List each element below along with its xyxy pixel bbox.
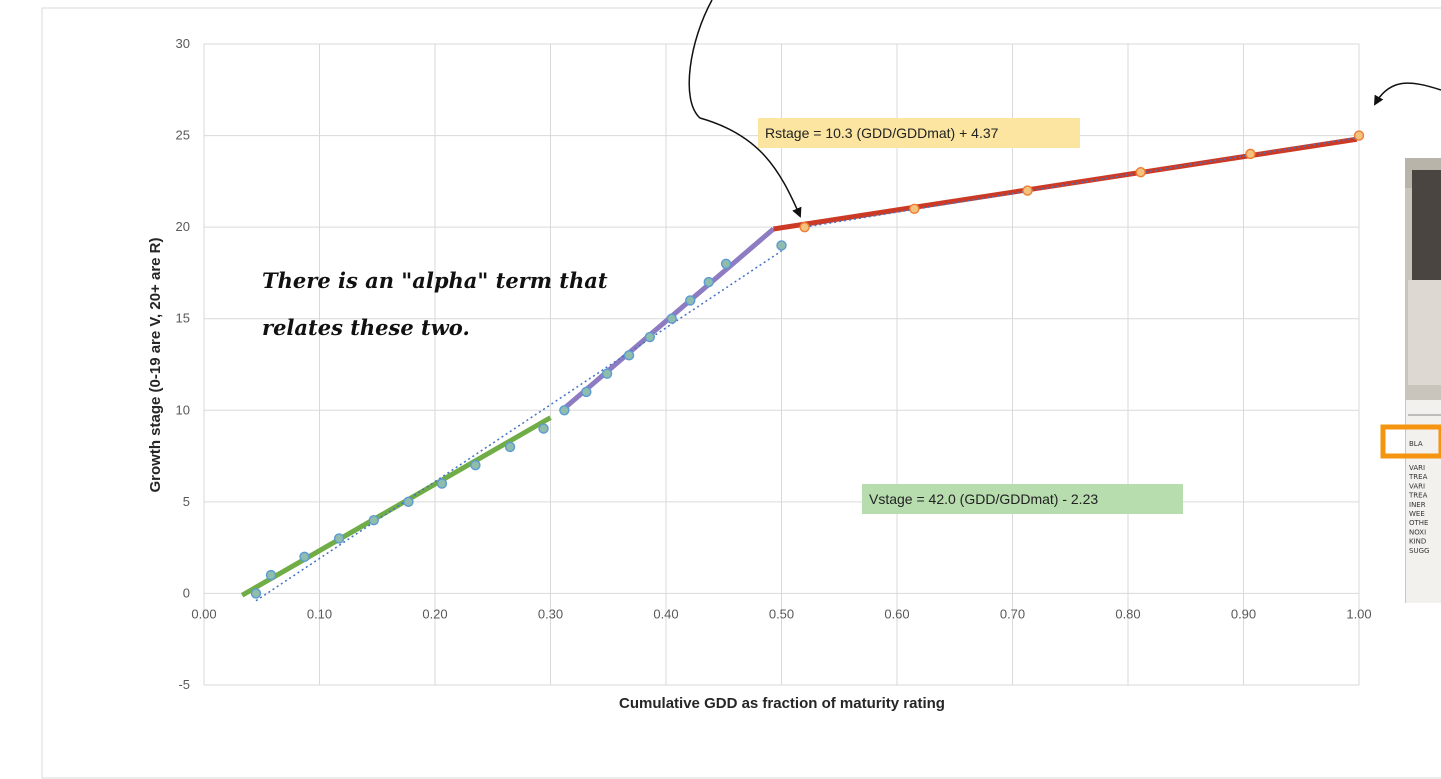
dotted-trendline xyxy=(255,250,782,602)
rstage-data-point xyxy=(1022,185,1033,196)
vstage-data-point xyxy=(703,276,714,288)
seed-tag-text: VARI xyxy=(1409,482,1425,490)
x-tick-label: 0.00 xyxy=(191,606,216,621)
vstage-data-point xyxy=(644,331,656,343)
rstage-data-point xyxy=(1245,148,1256,160)
rstage-data-point xyxy=(1135,166,1146,178)
vstage-label-bg xyxy=(862,484,1183,514)
vstage-data-point xyxy=(559,405,570,416)
vstage-data-point xyxy=(504,441,516,453)
seed-tag-text: BLA xyxy=(1409,440,1423,448)
seed-tag-text: KIND xyxy=(1409,538,1426,546)
alpha-note-line2: relates these two. xyxy=(262,315,470,340)
vstage-data-point xyxy=(776,240,787,251)
vstage-data-point xyxy=(720,258,732,269)
vstage-data-point xyxy=(368,514,379,526)
arrow-to-transition xyxy=(688,0,802,218)
x-tick-label: 0.80 xyxy=(1115,606,1140,621)
vstage-equation: Vstage = 42.0 (GDD/GDDmat) - 2.23 xyxy=(869,491,1098,507)
x-tick-labels: 0.00 0.10 0.20 0.30 0.40 0.50 0.60 0.70 0.80 0.90… xyxy=(191,606,1371,621)
vstage-data-point xyxy=(250,588,262,599)
vstage-data-point xyxy=(436,478,448,489)
alpha-note-line1: There is an "alpha" term that xyxy=(262,268,608,293)
x-axis-title: Cumulative GDD as fraction of maturity r… xyxy=(619,695,945,712)
seed-tag-text: SUGG xyxy=(1409,547,1429,555)
y-tick-labels: -5 0 5 10 15 20 25 30 xyxy=(176,36,190,692)
y-tick-label: 20 xyxy=(176,219,190,234)
vstage-data-point xyxy=(470,460,481,471)
y-tick-label: 30 xyxy=(176,36,190,51)
rstage-data-point xyxy=(909,203,920,215)
vstage-data-point xyxy=(299,551,310,562)
vstage-data-point xyxy=(581,386,592,398)
trendlines xyxy=(240,136,1360,602)
seed-tag-text: VARI xyxy=(1409,464,1425,472)
seed-tag-text: TREA xyxy=(1408,473,1428,481)
vstage-data-point xyxy=(333,533,345,544)
y-tick-label: 15 xyxy=(176,311,190,326)
dotted-trendline xyxy=(804,136,1360,228)
data-points xyxy=(250,130,1365,599)
rstage-equation: Rstage = 10.3 (GDD/GDDmat) + 4.37 xyxy=(765,125,999,141)
seed-tag-photo: BLAVARITREAVARITREAINERWEEOTHENOXIKINDSU… xyxy=(1380,158,1441,603)
rstage-data-point xyxy=(1353,130,1365,141)
x-tick-label: 0.10 xyxy=(307,606,332,621)
vstage-data-point xyxy=(623,350,635,361)
vstage-data-point xyxy=(685,295,696,306)
vstage-data-point xyxy=(403,496,414,508)
x-tick-label: 0.90 xyxy=(1231,606,1256,621)
rstage-data-point xyxy=(799,221,810,233)
x-tick-label: 0.30 xyxy=(538,606,563,621)
y-axis-title: Growth stage (0-19 are V, 20+ are R) xyxy=(147,238,164,493)
y-tick-label: 5 xyxy=(183,494,190,509)
y-tick-label: 10 xyxy=(176,402,190,417)
rstage-label-bg xyxy=(758,118,1080,148)
y-tick-label: -5 xyxy=(178,677,190,692)
x-tick-label: 0.40 xyxy=(653,606,678,621)
seed-tag-text: OTHE xyxy=(1409,519,1428,527)
vstage-data-point xyxy=(538,423,549,434)
highlight-box xyxy=(1380,424,1441,459)
x-tick-label: 0.70 xyxy=(1000,606,1025,621)
seed-tag-text: INER xyxy=(1409,501,1426,509)
seed-tag-text: TREA xyxy=(1408,492,1428,500)
x-tick-label: 0.50 xyxy=(769,606,794,621)
vstage-data-point xyxy=(265,569,277,581)
x-tick-label: 0.60 xyxy=(884,606,909,621)
x-tick-label: 1.00 xyxy=(1346,606,1371,621)
vstage-data-point xyxy=(666,313,677,324)
chart-border xyxy=(41,7,1441,779)
y-tick-label: 25 xyxy=(176,128,190,143)
fitted-segment-line xyxy=(240,415,552,598)
y-tick-label: 0 xyxy=(183,585,190,600)
x-tick-label: 0.20 xyxy=(422,606,447,621)
seed-tag-text: WEE xyxy=(1409,510,1425,518)
seed-tag-text: NOXI xyxy=(1409,528,1426,536)
vstage-data-point xyxy=(601,368,613,379)
arrow-to-maturity xyxy=(1373,82,1441,106)
